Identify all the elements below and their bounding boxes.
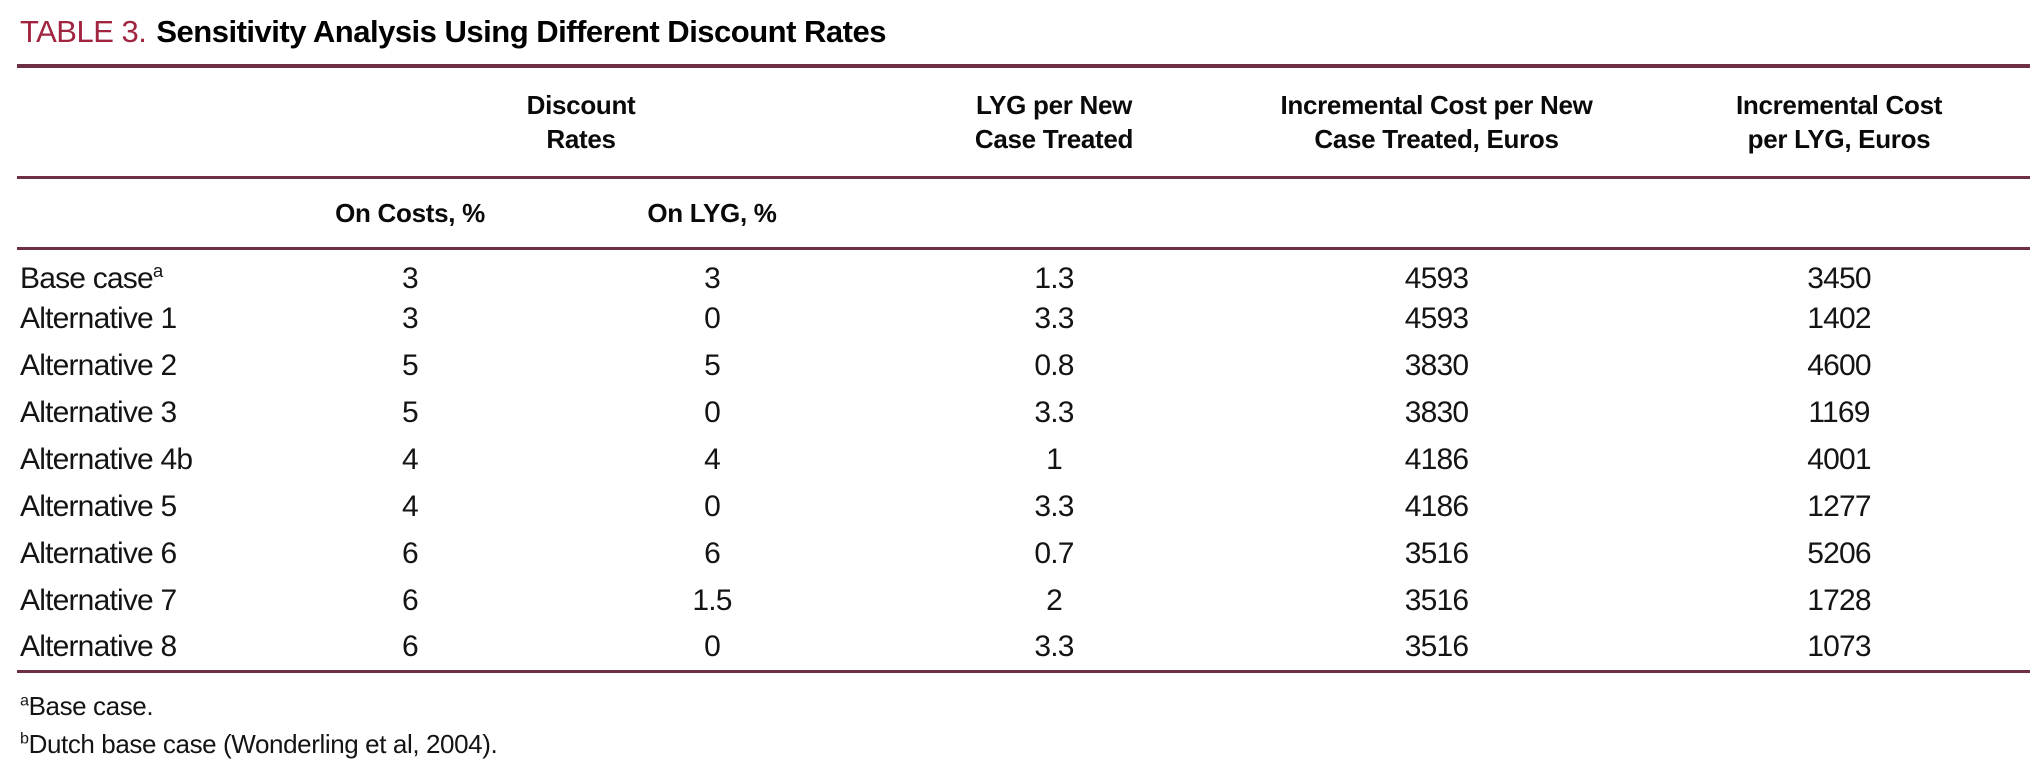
row-label: Alternative 7 <box>20 583 177 617</box>
cell-on-lyg: 0 <box>704 301 721 335</box>
table-row: Alternative 5 4 0 3.3 4186 1277 <box>17 483 2030 530</box>
footnote-b: bDutch base case (Wonderling et al, 2004… <box>20 725 2037 763</box>
cell-on-lyg: 6 <box>704 536 721 570</box>
cell-lyg-per-case: 3.3 <box>1034 301 1074 335</box>
cell-cost-per-lyg: 5206 <box>1807 536 1871 570</box>
cell-cost-per-case: 3516 <box>1225 624 1649 673</box>
cell-cost-per-case: 3830 <box>1404 395 1469 429</box>
cell-lyg-per-case: 3.3 <box>883 624 1226 673</box>
row-label: Alternative 6 <box>20 536 177 570</box>
cell-lyg-per-case: 2 <box>1046 583 1063 617</box>
cell-cost-per-lyg: 4001 <box>1807 442 1871 476</box>
cell-cost-per-case: 3516 <box>1404 536 1469 570</box>
cell-cost-per-lyg: 1728 <box>1807 583 1871 617</box>
table-row: Alternative 2 5 5 0.8 3830 4600 <box>17 342 2030 389</box>
table-row: Alternative 3 5 0 3.3 3830 1169 <box>17 389 2030 436</box>
cell-cost-per-lyg: 4600 <box>1807 348 1871 382</box>
cell-on-costs: 6 <box>402 536 419 570</box>
row-label: Alternative 8 <box>17 624 279 673</box>
sensitivity-analysis-table: Discount Rates LYG per New Case Treated … <box>17 64 2031 673</box>
footnote-text: Base case. <box>28 690 154 721</box>
cell-cost-per-lyg: 1277 <box>1807 489 1871 523</box>
cell-cost-per-lyg: 1073 <box>1648 624 2031 673</box>
header-cost-per-lyg: Incremental Cost per LYG, Euros <box>1648 64 2031 179</box>
table-number-label: TABLE 3. <box>20 14 147 49</box>
cell-lyg-per-case: 0.8 <box>1034 348 1074 382</box>
cell-cost-per-case: 4593 <box>1404 301 1469 335</box>
cell-cost-per-case: 3516 <box>1404 583 1469 617</box>
row-label: Alternative 4b <box>20 442 193 476</box>
cell-on-costs: 4 <box>402 442 419 476</box>
cell-on-costs: 3 <box>402 301 419 335</box>
row-label: Base casea <box>20 260 163 296</box>
cell-cost-per-lyg: 1169 <box>1808 395 1870 429</box>
cell-cost-per-case: 4186 <box>1404 489 1469 523</box>
header-spacer <box>17 177 279 250</box>
cell-on-costs: 6 <box>279 624 541 673</box>
row-label: Alternative 3 <box>20 395 177 429</box>
header-spacer <box>1648 177 2031 250</box>
cell-on-lyg: 5 <box>704 348 721 382</box>
cell-lyg-per-case: 3.3 <box>1034 489 1074 523</box>
header-row-subcolumns: On Costs, % On LYG, % <box>17 177 2031 250</box>
cell-lyg-per-case: 1 <box>1046 442 1063 476</box>
table-row: Base casea 3 3 1.3 4593 3450 <box>17 248 2030 295</box>
cell-cost-per-case: 3830 <box>1404 348 1469 382</box>
cell-on-costs: 6 <box>402 583 419 617</box>
header-spacer <box>883 177 1226 250</box>
cell-on-lyg: 4 <box>704 442 721 476</box>
row-label: Alternative 5 <box>20 489 177 523</box>
table-title: Sensitivity Analysis Using Different Dis… <box>156 14 886 49</box>
cell-on-costs: 5 <box>402 395 419 429</box>
cell-on-lyg: 1.5 <box>692 583 732 617</box>
header-cost-per-case: Incremental Cost per New Case Treated, E… <box>1225 64 1649 179</box>
cell-on-costs: 5 <box>402 348 419 382</box>
cell-cost-per-lyg: 3450 <box>1807 262 1871 296</box>
footnote-marker: a <box>152 260 163 282</box>
table-row: Alternative 8 6 0 3.3 3516 1073 <box>17 624 2031 673</box>
row-label: Alternative 2 <box>20 348 177 382</box>
table-caption: TABLE 3. Sensitivity Analysis Using Diffe… <box>0 0 2037 52</box>
header-spacer <box>17 64 279 179</box>
subheader-on-costs: On Costs, % <box>279 177 541 250</box>
cell-on-lyg: 0 <box>541 624 884 673</box>
cell-on-lyg: 3 <box>704 262 721 296</box>
cell-lyg-per-case: 0.7 <box>1034 536 1074 570</box>
row-label: Alternative 1 <box>20 301 177 335</box>
cell-lyg-per-case: 3.3 <box>1034 395 1074 429</box>
header-spacer <box>1225 177 1649 250</box>
header-discount-rates: Discount Rates <box>279 64 884 179</box>
header-lyg-per-case: LYG per New Case Treated <box>883 64 1226 179</box>
table-row: Alternative 1 3 0 3.3 4593 1402 <box>17 295 2030 342</box>
table-row: Alternative 7 6 1.5 2 3516 1728 <box>17 577 2030 624</box>
table-footnotes: aBase case. bDutch base case (Wonderling… <box>20 687 2037 763</box>
table-row: Alternative 4b 4 4 1 4186 4001 <box>17 436 2030 483</box>
footnote-marker: a <box>20 690 29 709</box>
cell-lyg-per-case: 1.3 <box>1034 262 1074 296</box>
subheader-on-lyg: On LYG, % <box>541 177 884 250</box>
cell-on-lyg: 0 <box>704 489 721 523</box>
footnote-marker: b <box>20 728 29 747</box>
footnote-text: Dutch base case (Wonderling et al, 2004)… <box>28 728 498 759</box>
header-row-groups: Discount Rates LYG per New Case Treated … <box>17 64 2031 179</box>
cell-cost-per-case: 4186 <box>1404 442 1469 476</box>
cell-on-lyg: 0 <box>704 395 721 429</box>
footnote-a: aBase case. <box>20 687 2037 725</box>
cell-cost-per-lyg: 1402 <box>1807 301 1871 335</box>
cell-on-costs: 4 <box>402 489 419 523</box>
table-row: Alternative 6 6 6 0.7 3516 5206 <box>17 530 2030 577</box>
cell-cost-per-case: 4593 <box>1404 262 1469 296</box>
cell-on-costs: 3 <box>402 262 419 296</box>
